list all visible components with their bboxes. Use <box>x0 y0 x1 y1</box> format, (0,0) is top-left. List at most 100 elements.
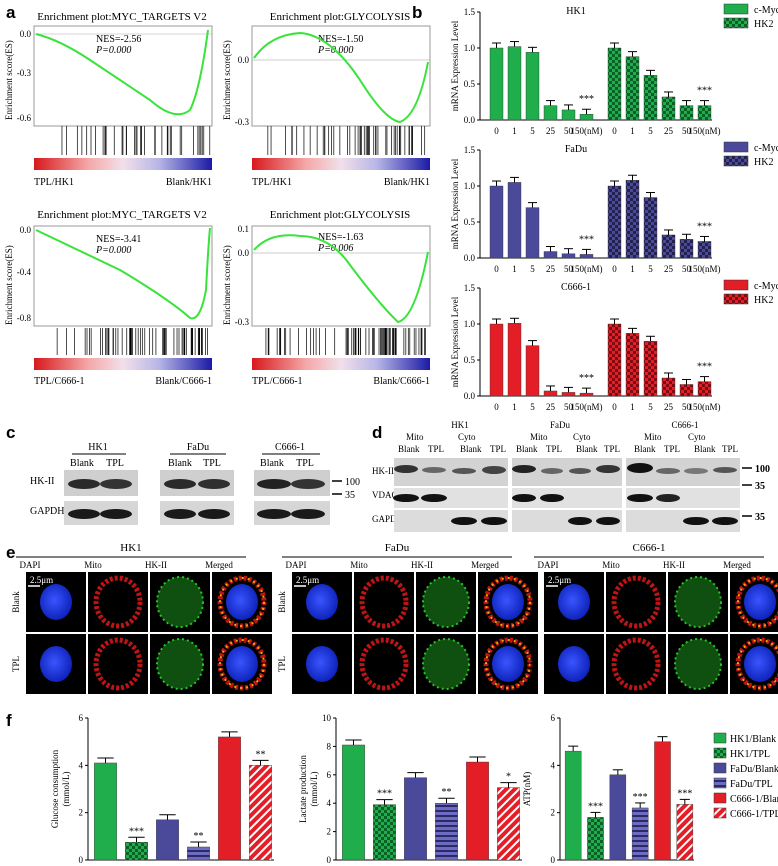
wb-lane-label: TPL <box>428 444 444 454</box>
x-tick-label: 25 <box>546 126 556 136</box>
y-tick-label: 0.5 <box>464 79 476 89</box>
hit-ticks <box>56 328 208 355</box>
wb-lane-label: Blank <box>694 444 716 454</box>
gsea-ytick: 0.0 <box>238 55 250 65</box>
bar <box>679 239 694 259</box>
bar <box>587 817 604 861</box>
legend-label: HK2 <box>754 295 773 306</box>
panel-letter-d: d <box>372 423 382 442</box>
bar <box>525 207 540 259</box>
bar <box>607 185 622 259</box>
wb-fraction-label: Mito <box>644 432 662 442</box>
wb-fraction-label: Cyto <box>573 432 591 442</box>
bar <box>643 75 658 121</box>
y-tick-label: 1.5 <box>464 145 476 155</box>
gsea-left-label: TPL/C666-1 <box>34 376 85 387</box>
gsea-title: Enrichment plot:MYC_TARGETS V2 <box>37 209 206 221</box>
if-group-label: FaDu <box>385 542 410 554</box>
gsea-ytick: 0.1 <box>238 224 249 234</box>
gsea-right-label: Blank/HK1 <box>384 177 430 188</box>
gsea-nes: NES=-2.56 <box>96 34 141 45</box>
gsea-title: Enrichment plot:MYC_TARGETS V2 <box>37 11 206 23</box>
significance-label: *** <box>697 221 712 232</box>
significance-label: *** <box>677 788 692 799</box>
legend-swatch <box>723 293 749 305</box>
merged-overlap <box>485 639 531 689</box>
mito-stain <box>735 637 778 691</box>
legend-swatch <box>713 732 727 744</box>
rank-bar <box>252 358 430 370</box>
wb-marker: 35 <box>755 512 765 523</box>
if-group-label: HK1 <box>120 542 141 554</box>
bar <box>561 253 576 259</box>
y-axis-label: mRNA Expression Level <box>450 296 460 387</box>
bar <box>156 819 179 861</box>
wb-row-label: VDAC1 <box>372 490 402 500</box>
bar <box>507 323 522 397</box>
wb-fraction-label: Cyto <box>688 432 706 442</box>
significance-label: ** <box>194 831 204 842</box>
mito-stain <box>359 637 409 691</box>
legend-label: HK1/Blank <box>730 734 776 745</box>
wb-lane-label: Blank <box>70 458 94 469</box>
bar-chart-b-2: 0.0 0.5 1.0 1.5 mRNA Expression Level C666-1 0… <box>450 279 778 412</box>
y-tick-label: 4 <box>551 760 556 770</box>
bar <box>679 105 694 121</box>
y-tick-label: 2 <box>551 808 556 818</box>
panel-c-western-blot: HK1 FaDu C666-1 Blank TPL Blank TPL Blan… <box>30 442 360 525</box>
nucleus-stain <box>558 646 590 682</box>
x-tick-label: 150(nM) <box>689 264 721 274</box>
legend-label: FaDu/TPL <box>730 779 773 790</box>
x-tick-label: 0 <box>612 126 617 136</box>
gsea-ytick: 0.0 <box>20 225 32 235</box>
bar <box>342 744 365 861</box>
wb-lane-label: TPL <box>106 458 124 469</box>
nucleus-stain <box>40 646 72 682</box>
hit-ticks <box>267 126 426 155</box>
y-tick-label: 1.0 <box>464 181 476 191</box>
merged-overlap <box>219 577 265 627</box>
wb-lane-label: Blank <box>398 444 420 454</box>
wb-lane-label: Blank <box>168 458 192 469</box>
bar <box>125 842 148 861</box>
y-tick-label: 4 <box>327 798 332 808</box>
hk2-stain <box>156 638 204 690</box>
hk2-stain <box>422 638 470 690</box>
y-tick-label: 0 <box>79 855 84 865</box>
mito-stain <box>611 637 661 691</box>
if-row-label: Blank <box>11 591 21 613</box>
bar <box>218 736 241 861</box>
nucleus-stain <box>492 646 524 682</box>
significance-label: *** <box>579 234 594 245</box>
enrichment-curve <box>253 234 429 324</box>
chart-title: HK1 <box>566 6 585 17</box>
bar <box>94 762 117 861</box>
nucleus-stain <box>306 646 338 682</box>
legend-swatch <box>723 141 749 153</box>
wb-lane-label: Blank <box>260 458 284 469</box>
if-channel-label: HK-II <box>663 560 685 570</box>
y-tick-label: 10 <box>322 713 332 723</box>
bar <box>643 341 658 397</box>
hk2-stain <box>156 576 204 628</box>
if-row-label: TPL <box>529 656 539 672</box>
bar <box>497 787 520 861</box>
x-tick-label: 150(nM) <box>571 126 603 136</box>
bar <box>543 105 558 121</box>
y-tick-label: 1.5 <box>464 283 476 293</box>
bar <box>654 741 671 861</box>
hit-ticks <box>265 328 426 355</box>
gsea-ylabel: Enrichment score(ES) <box>4 245 14 325</box>
gsea-ytick: -0.8 <box>17 313 32 323</box>
y-axis-label: (mmol/L) <box>61 772 71 807</box>
mito-stain <box>93 637 143 691</box>
wb-lane-label: TPL <box>490 444 506 454</box>
bar <box>661 96 676 121</box>
bar <box>697 105 712 121</box>
if-channel-label: Mito <box>602 560 620 570</box>
y-axis-label: Glucose consumption <box>50 749 60 828</box>
y-tick-label: 4 <box>79 760 84 770</box>
y-tick-label: 0.0 <box>464 115 476 125</box>
